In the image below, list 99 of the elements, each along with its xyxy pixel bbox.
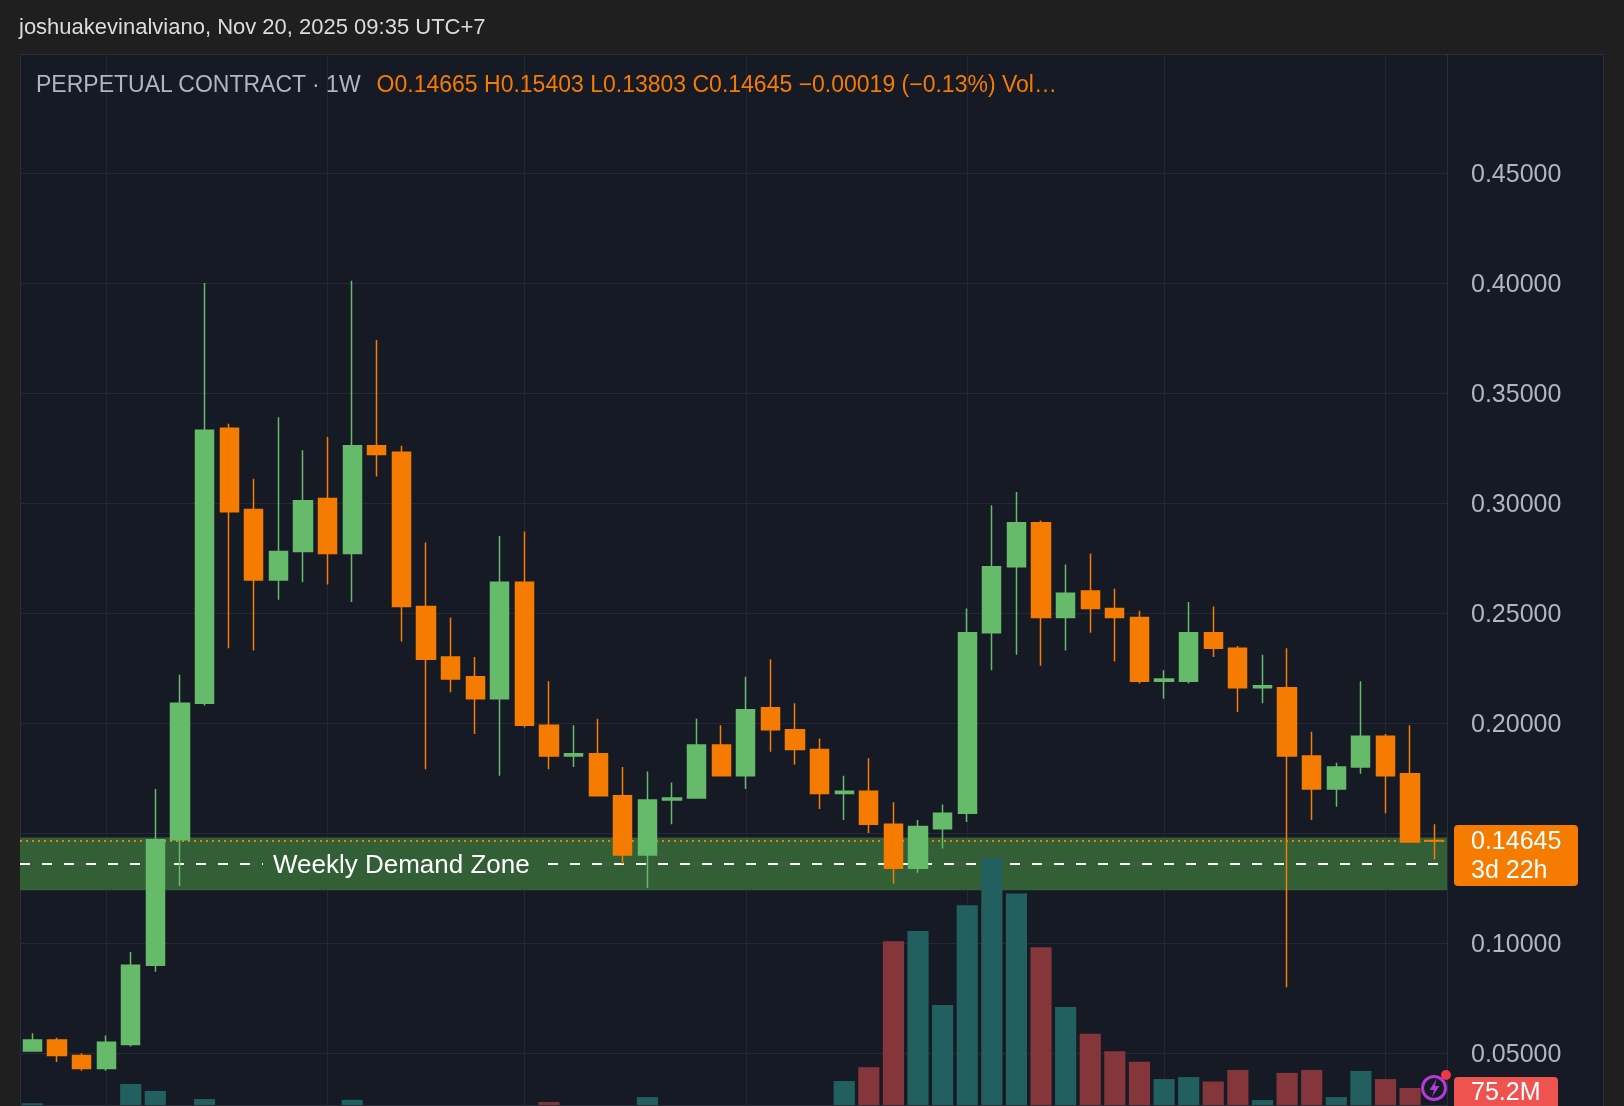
y-tick-label: 0.45000 xyxy=(1471,158,1562,187)
y-tick-label: 0.25000 xyxy=(1471,599,1562,628)
candlestick xyxy=(563,724,584,768)
candlestick xyxy=(637,770,658,889)
candlestick xyxy=(317,436,338,586)
bar xyxy=(120,1084,142,1105)
candlestick xyxy=(465,656,486,735)
bar xyxy=(981,858,1003,1105)
bar xyxy=(1030,947,1052,1105)
candlestick xyxy=(391,445,412,643)
bar xyxy=(1104,1051,1126,1105)
candlestick xyxy=(1252,654,1273,704)
candlestick xyxy=(760,658,781,753)
bar xyxy=(1350,1070,1372,1105)
candlestick xyxy=(538,680,560,771)
candlestick xyxy=(711,724,732,777)
bar xyxy=(144,1090,166,1105)
candlestick xyxy=(120,951,141,1048)
candlestick xyxy=(784,702,806,766)
bar xyxy=(1079,1033,1101,1105)
candlestick xyxy=(1326,761,1347,808)
candlestick xyxy=(440,616,461,693)
bar xyxy=(1301,1069,1323,1105)
candlestick xyxy=(1104,588,1125,663)
candlestick xyxy=(1203,605,1224,658)
text: 3d 22h xyxy=(1454,854,1578,886)
y-tick-label: 0.30000 xyxy=(1471,488,1562,517)
text: PERPETUAL CONTRACT · 1W xyxy=(36,71,361,97)
bar xyxy=(1399,1087,1421,1105)
y-tick-label: 0.35000 xyxy=(1471,378,1562,407)
candlestick xyxy=(661,781,683,826)
bar xyxy=(1178,1077,1200,1105)
candlestick xyxy=(1153,669,1175,700)
bar xyxy=(882,941,904,1105)
text: O0.14665 H0.15403 L0.13803 C0.14645 −0.00019 (−0.13%) Vol… xyxy=(376,71,1057,97)
candlestick xyxy=(735,676,756,790)
bar xyxy=(341,1099,363,1105)
candlestick xyxy=(489,535,510,777)
candlestick xyxy=(957,607,978,823)
candlestick xyxy=(96,1034,117,1072)
candlestick xyxy=(907,819,929,874)
bar xyxy=(193,1099,216,1105)
candlestick xyxy=(588,717,609,797)
bar xyxy=(833,1081,855,1105)
bar xyxy=(907,931,929,1105)
candlestick xyxy=(1178,601,1199,685)
bar xyxy=(1251,1100,1274,1105)
candlestick xyxy=(292,449,314,583)
bar xyxy=(932,1004,954,1105)
candlestick xyxy=(858,757,879,834)
candlestick xyxy=(219,422,240,649)
bar xyxy=(1202,1081,1224,1105)
bar xyxy=(1276,1072,1298,1105)
candlestick xyxy=(415,541,437,771)
candlestick xyxy=(243,478,264,652)
candlestick xyxy=(145,788,166,973)
candlestick xyxy=(1030,519,1052,667)
band-label: Weekly Demand Zone xyxy=(272,848,530,879)
bar xyxy=(1374,1079,1397,1105)
bar xyxy=(1128,1061,1151,1105)
candlestick xyxy=(342,279,363,603)
bar xyxy=(1005,893,1028,1105)
bar xyxy=(1227,1069,1249,1105)
candlestick xyxy=(194,282,215,707)
bar xyxy=(858,1067,880,1105)
candlestick xyxy=(1301,731,1322,821)
bar xyxy=(538,1102,560,1105)
text: joshuakevinalviano, Nov 20, 2025 09:35 UTC+7 xyxy=(19,14,486,40)
bar xyxy=(956,905,978,1105)
candlestick xyxy=(22,1032,43,1052)
candlestick xyxy=(1129,610,1150,685)
candlestick xyxy=(1350,680,1371,775)
candlestick xyxy=(1055,563,1076,652)
candlestick xyxy=(169,673,191,887)
y-tick-label: 0.05000 xyxy=(1471,1039,1562,1068)
candlestick xyxy=(981,504,1002,671)
candlestick xyxy=(1375,733,1396,815)
candlestick xyxy=(1006,491,1027,656)
text: 75.2M xyxy=(1454,1077,1558,1106)
bar xyxy=(1153,1079,1175,1105)
candlestick xyxy=(809,737,830,810)
candlestick xyxy=(268,416,289,601)
candlestick xyxy=(1227,645,1248,713)
bar xyxy=(1055,1006,1077,1105)
candlestick xyxy=(514,530,535,729)
candlestick xyxy=(686,717,707,799)
candlestick xyxy=(46,1037,68,1063)
candlestick xyxy=(71,1052,92,1072)
candlestick xyxy=(366,339,387,478)
y-tick-label: 0.10000 xyxy=(1471,929,1562,958)
bar xyxy=(1325,1097,1347,1105)
ref-line-label: 0.14645 xyxy=(1454,824,1578,855)
candlestick xyxy=(932,803,953,850)
candlestick xyxy=(1080,552,1101,634)
y-tick-label: 0.40000 xyxy=(1471,268,1562,297)
bar xyxy=(636,1097,658,1105)
y-tick-label: 0.20000 xyxy=(1471,709,1562,738)
candlestick xyxy=(834,775,855,821)
candlestick xyxy=(1399,724,1421,843)
